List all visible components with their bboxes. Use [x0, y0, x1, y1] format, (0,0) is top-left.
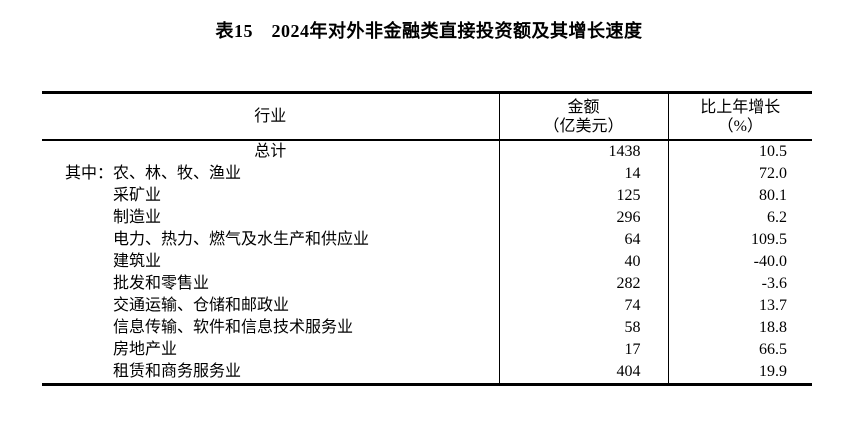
col-header-amount: 金额 （亿美元） — [498, 92, 668, 141]
industry-cell: 交通运输、仓储和邮政业 — [113, 297, 290, 314]
amount-cell: 282 — [498, 273, 668, 295]
growth-cell: 109.5 — [667, 229, 812, 251]
col-header-industry-label: 行业 — [254, 108, 287, 125]
amount-cell: 40 — [498, 251, 668, 273]
col-header-growth: 比上年增长 （%） — [667, 92, 812, 141]
table-row: 批发和零售业 282 -3.6 — [42, 273, 812, 295]
table-row: 租赁和商务服务业 404 19.9 — [42, 361, 812, 385]
growth-cell: 6.2 — [667, 207, 812, 229]
col-header-amount-label: 金额 — [567, 98, 600, 116]
table-row: 交通运输、仓储和邮政业 74 13.7 — [42, 295, 812, 317]
table-row: 制造业 296 6.2 — [42, 207, 812, 229]
growth-cell: 13.7 — [667, 295, 812, 317]
industry-cell: 制造业 — [113, 209, 162, 226]
growth-cell: 18.8 — [667, 317, 812, 339]
growth-cell: 72.0 — [667, 163, 812, 185]
industry-cell: 采矿业 — [113, 187, 162, 204]
industry-cell: 房地产业 — [113, 341, 178, 358]
col-header-growth-label: 比上年增长 — [700, 98, 781, 116]
growth-cell: -40.0 — [667, 251, 812, 273]
amount-cell: 125 — [498, 185, 668, 207]
col-header-industry: 行业 — [42, 92, 499, 141]
header-row: 行业 金额 （亿美元） 比上年增长 （%） — [42, 92, 812, 141]
page-title: 表15 2024年对外非金融类直接投资额及其增长速度 — [215, 21, 643, 41]
industry-name: 农、林、牧、渔业 — [113, 165, 242, 182]
amount-cell: 404 — [498, 361, 668, 385]
growth-cell: 10.5 — [667, 140, 812, 163]
amount-cell: 74 — [498, 295, 668, 317]
industry-cell: 批发和零售业 — [113, 275, 210, 292]
industry-cell: 总计 — [254, 143, 287, 160]
table-body: 总计 1438 10.5 其中：农、林、牧、渔业 14 72.0 采矿业 125… — [42, 140, 812, 385]
col-header-growth-unit: （%） — [717, 117, 763, 135]
industry-cell: 建筑业 — [113, 253, 162, 270]
industry-cell: 租赁和商务服务业 — [113, 363, 242, 380]
table-row-total: 总计 1438 10.5 — [42, 140, 812, 163]
table-row: 采矿业 125 80.1 — [42, 185, 812, 207]
col-header-amount-unit: （亿美元） — [543, 117, 624, 135]
table-row: 信息传输、软件和信息技术服务业 58 18.8 — [42, 317, 812, 339]
amount-cell: 17 — [498, 339, 668, 361]
industry-cell: 电力、热力、燃气及水生产和供应业 — [113, 231, 370, 248]
growth-cell: 66.5 — [667, 339, 812, 361]
amount-cell: 14 — [498, 163, 668, 185]
amount-cell: 64 — [498, 229, 668, 251]
growth-cell: 80.1 — [667, 185, 812, 207]
table-header: 行业 金额 （亿美元） 比上年增长 （%） — [42, 92, 812, 141]
industry-cell: 其中：农、林、牧、渔业 — [42, 163, 499, 185]
amount-cell: 296 — [498, 207, 668, 229]
table-row: 电力、热力、燃气及水生产和供应业 64 109.5 — [42, 229, 812, 251]
table-row: 其中：农、林、牧、渔业 14 72.0 — [42, 163, 812, 185]
table-row: 房地产业 17 66.5 — [42, 339, 812, 361]
row-prefix: 其中： — [65, 165, 114, 182]
amount-cell: 58 — [498, 317, 668, 339]
growth-cell: -3.6 — [667, 273, 812, 295]
amount-cell: 1438 — [498, 140, 668, 163]
table-row: 建筑业 40 -40.0 — [42, 251, 812, 273]
investment-table: 行业 金额 （亿美元） 比上年增长 （%） 总计 1438 10.5 其中：农、… — [42, 91, 812, 386]
growth-cell: 19.9 — [667, 361, 812, 385]
industry-cell: 信息传输、软件和信息技术服务业 — [113, 319, 354, 336]
